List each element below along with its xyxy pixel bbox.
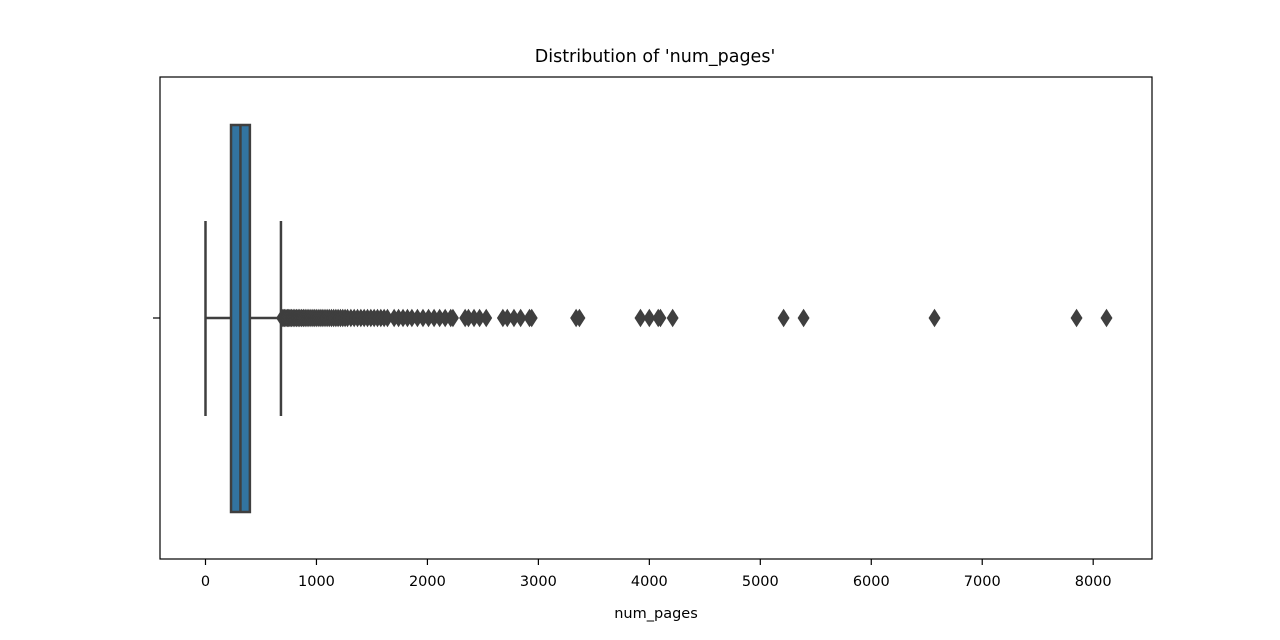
outlier-point: [525, 308, 538, 328]
outlier-point: [573, 308, 586, 328]
chart-title: Distribution of 'num_pages': [535, 47, 776, 67]
x-tick-label: 4000: [631, 574, 668, 590]
outlier-point: [480, 308, 493, 328]
x-axis-label: num_pages: [614, 606, 698, 622]
outlier-point: [654, 308, 667, 328]
x-tick-label: 8000: [1075, 574, 1112, 590]
x-tick-label: 6000: [853, 574, 890, 590]
outlier-point: [634, 308, 647, 328]
outlier-point: [797, 308, 810, 328]
x-tick-label: 1000: [298, 574, 335, 590]
x-tick-label: 2000: [409, 574, 446, 590]
x-tick-label: 7000: [964, 574, 1001, 590]
outlier-point: [1100, 308, 1113, 328]
outlier-point: [643, 308, 656, 328]
x-tick-label: 0: [201, 574, 210, 590]
x-tick-label: 3000: [520, 574, 557, 590]
x-axis-ticks: 0 1000 2000 3000 4000 5000 6000 7000 8000: [201, 559, 1112, 590]
chart-marks: [153, 123, 1113, 514]
outlier-point: [777, 308, 790, 328]
outlier-point: [666, 308, 679, 328]
outlier-point: [514, 308, 527, 328]
outlier-point: [1070, 308, 1083, 328]
x-tick-label: 5000: [742, 574, 779, 590]
outlier-point: [928, 308, 941, 328]
outlier-point: [446, 308, 459, 328]
